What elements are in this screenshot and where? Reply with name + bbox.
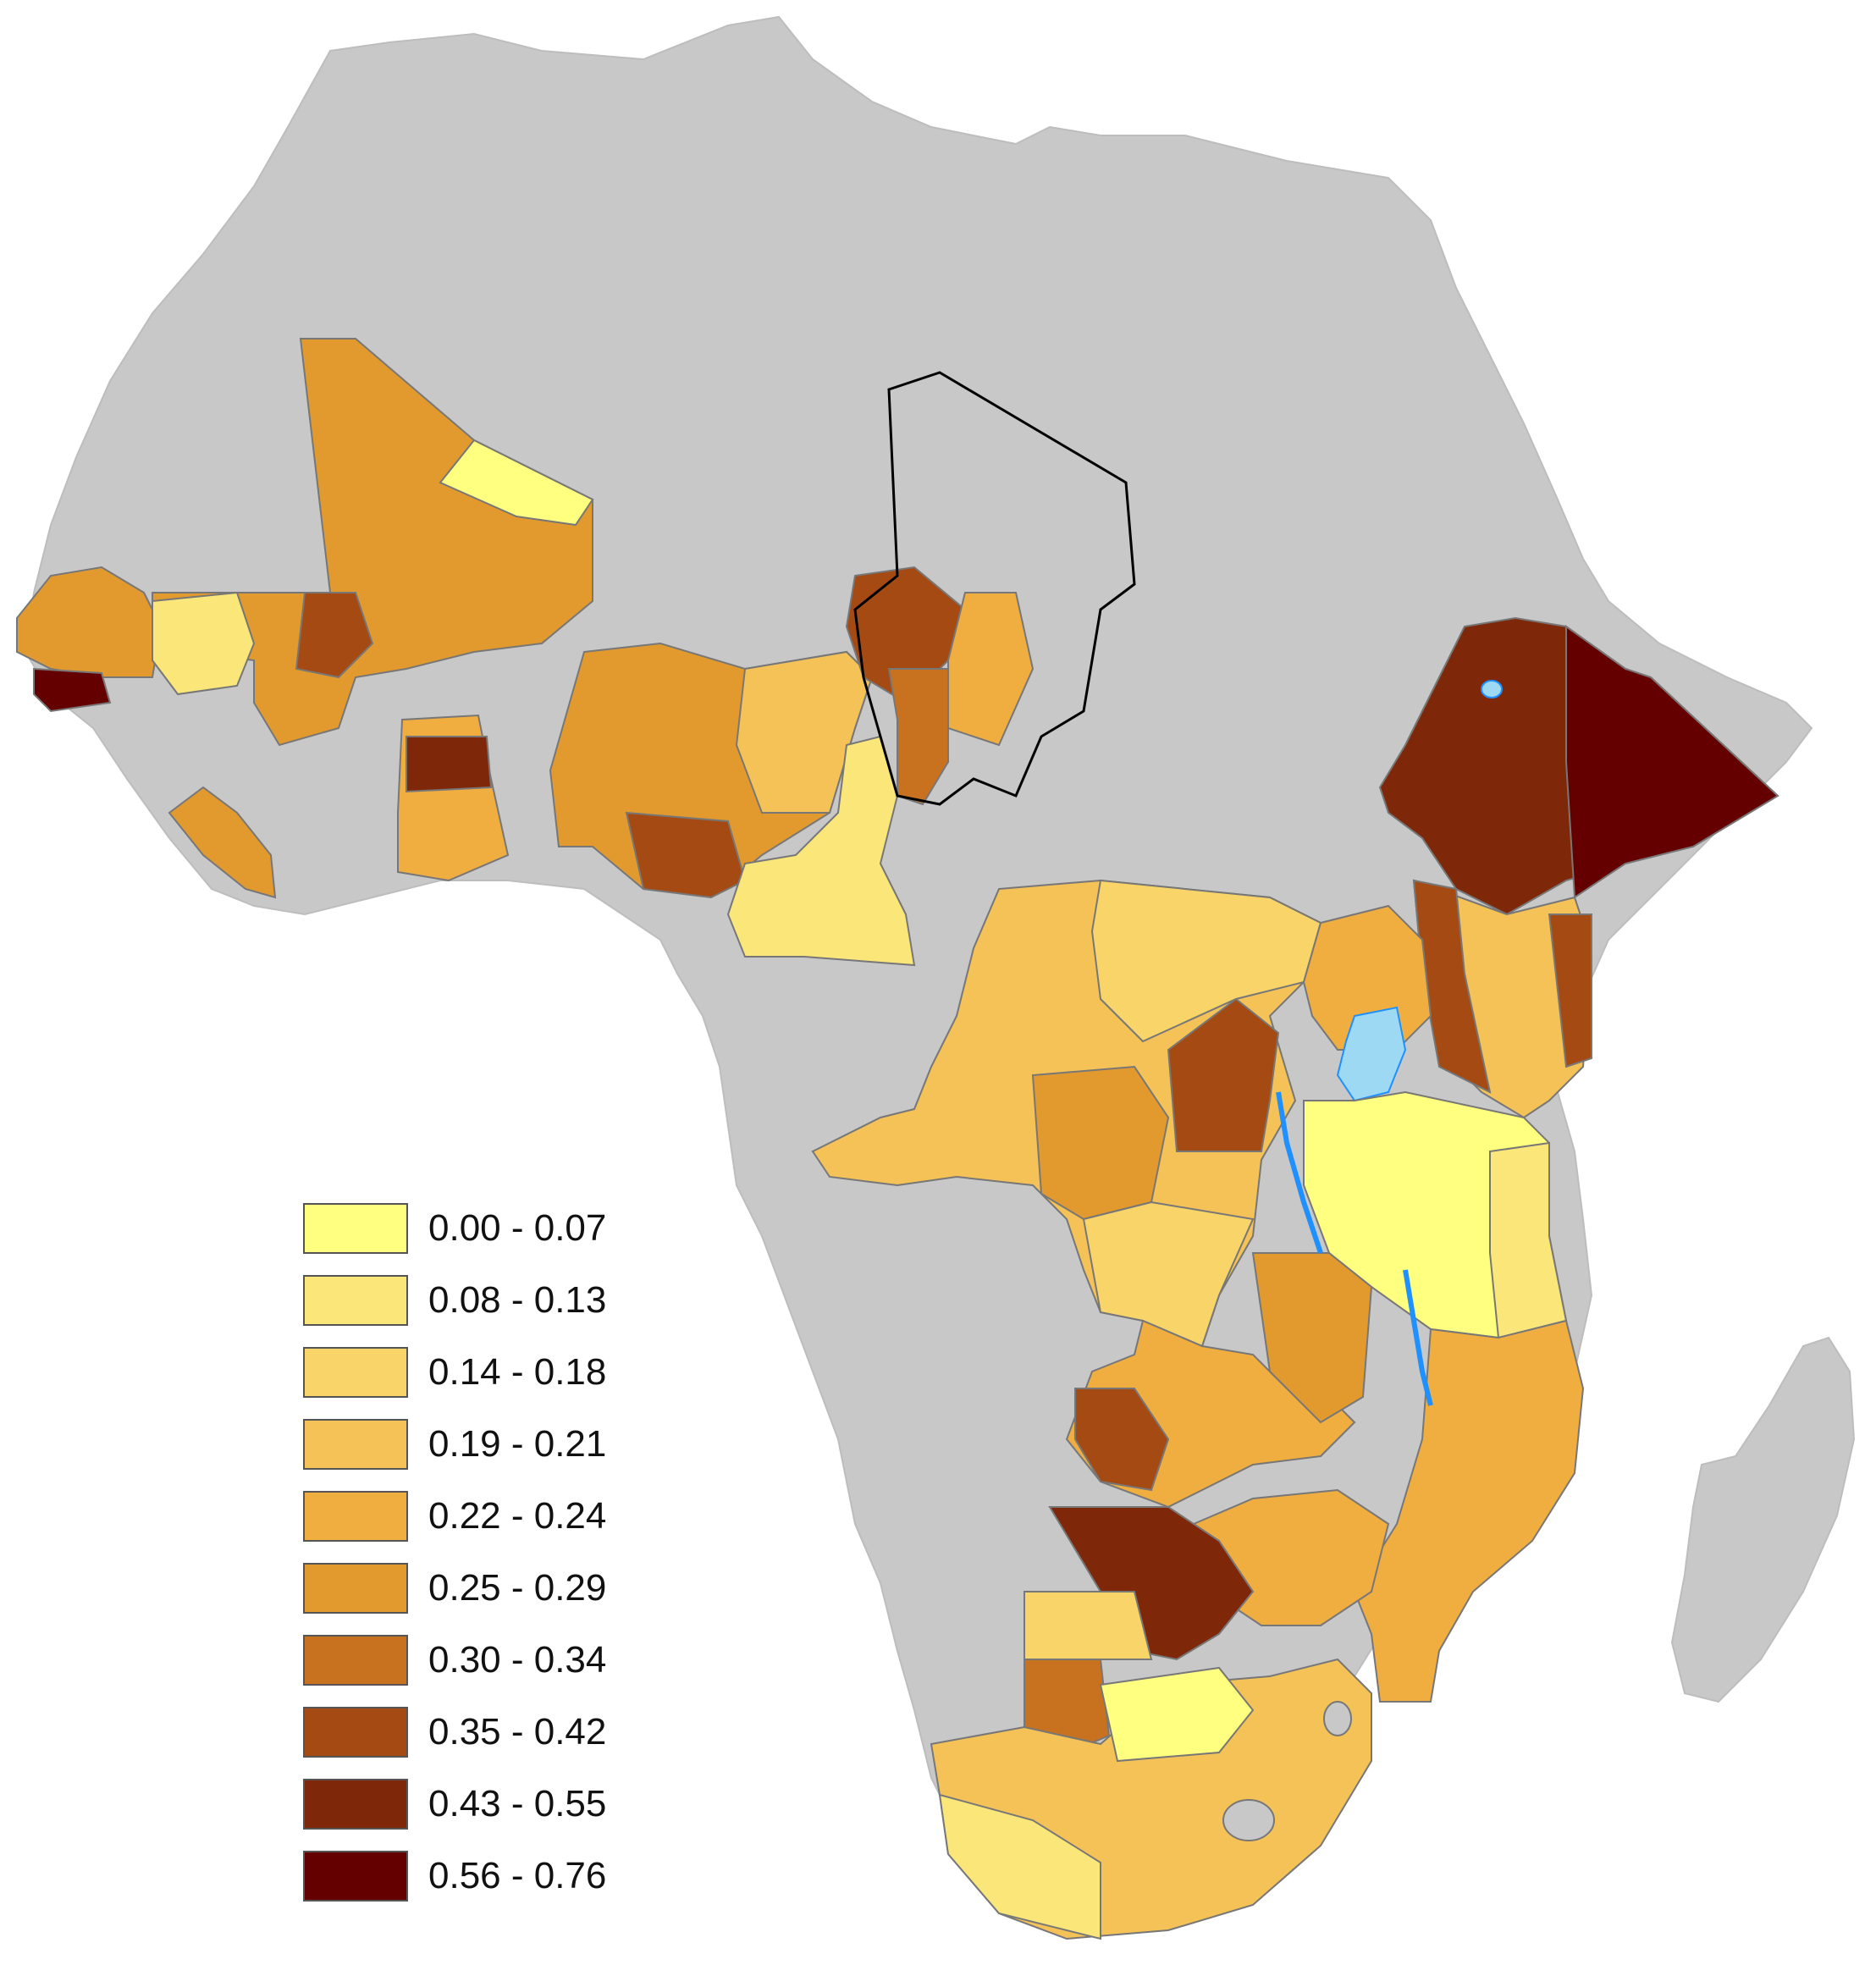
legend-swatch <box>303 1418 408 1470</box>
region-chad-southwest <box>887 668 949 806</box>
legend-label: 0.14 - 0.18 <box>428 1350 607 1393</box>
lesotho <box>1222 1799 1275 1841</box>
legend-label: 0.00 - 0.07 <box>428 1206 607 1249</box>
legend-swatch <box>303 1562 408 1614</box>
eswatini <box>1323 1701 1352 1736</box>
region-namibia-center <box>1024 1591 1153 1660</box>
legend-label: 0.30 - 0.34 <box>428 1638 607 1681</box>
legend-swatch <box>303 1490 408 1542</box>
region-chad-east <box>947 592 1035 747</box>
region-zambia-west <box>1074 1388 1170 1492</box>
legend-item: 0.00 - 0.07 <box>303 1192 606 1264</box>
legend-item: 0.43 - 0.55 <box>303 1768 606 1840</box>
legend-label: 0.56 - 0.76 <box>428 1854 607 1896</box>
legend-label: 0.08 - 0.13 <box>428 1278 607 1321</box>
legend-item: 0.19 - 0.21 <box>303 1408 606 1480</box>
legend-item: 0.56 - 0.76 <box>303 1840 606 1912</box>
legend-swatch <box>303 1346 408 1398</box>
region-gambia-guinea-bissau <box>33 667 112 713</box>
region-kenya-east <box>1548 914 1592 1068</box>
region-mali-south <box>295 592 374 679</box>
region-liberia <box>168 786 277 899</box>
legend: 0.00 - 0.07 0.08 - 0.13 0.14 - 0.18 0.19… <box>303 1192 606 1912</box>
region-chad-outline <box>853 371 1136 806</box>
lake-victoria <box>1336 1006 1407 1102</box>
madagascar <box>1670 1336 1856 1703</box>
region-drc-south <box>1082 1201 1255 1348</box>
region-south-africa-southwest <box>938 1793 1101 1940</box>
region-drc-center <box>1031 1065 1170 1221</box>
legend-label: 0.22 - 0.24 <box>428 1494 607 1537</box>
legend-label: 0.19 - 0.21 <box>428 1422 607 1465</box>
legend-item: 0.25 - 0.29 <box>303 1552 606 1624</box>
legend-swatch <box>303 1850 408 1902</box>
region-nigeria-south <box>625 811 747 899</box>
legend-swatch <box>303 1778 408 1830</box>
legend-swatch <box>303 1706 408 1758</box>
region-ghana-north <box>406 736 493 793</box>
region-drc-north <box>1090 879 1322 1043</box>
legend-item: 0.14 - 0.18 <box>303 1336 606 1408</box>
region-south-africa-north <box>1099 1666 1255 1763</box>
region-mali-north-east <box>439 439 594 527</box>
legend-label: 0.25 - 0.29 <box>428 1566 607 1609</box>
legend-swatch <box>303 1634 408 1686</box>
lake-tana <box>1481 680 1503 698</box>
legend-item: 0.22 - 0.24 <box>303 1480 606 1552</box>
legend-item: 0.35 - 0.42 <box>303 1696 606 1768</box>
lake-tanganyika <box>1276 1091 1323 1254</box>
legend-swatch <box>303 1202 408 1254</box>
legend-label: 0.35 - 0.42 <box>428 1710 607 1752</box>
legend-item: 0.08 - 0.13 <box>303 1264 606 1336</box>
legend-swatch <box>303 1274 408 1326</box>
region-burkina <box>152 591 256 696</box>
lake-malawi <box>1403 1269 1433 1406</box>
region-zambia-east <box>1251 1252 1373 1424</box>
legend-item: 0.30 - 0.34 <box>303 1624 606 1696</box>
region-ethiopia-east <box>1565 625 1779 899</box>
region-nigeria-east <box>735 650 874 814</box>
legend-label: 0.43 - 0.55 <box>428 1782 607 1824</box>
